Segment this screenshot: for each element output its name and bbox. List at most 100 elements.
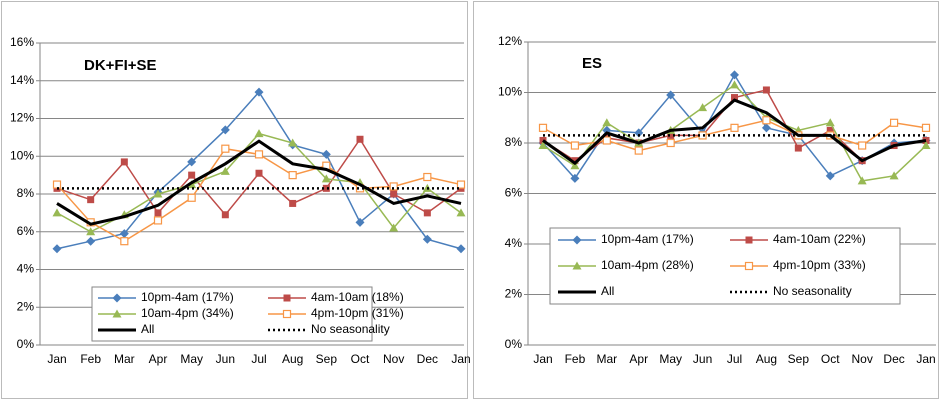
legend-label: 10am-4pm (28%) [601,258,694,272]
marker [52,208,62,217]
marker [356,135,364,143]
marker [572,261,582,270]
chart-title: ES [582,55,602,72]
marker [288,138,298,147]
x-tick-label: Mar [596,352,617,366]
marker [921,141,931,150]
marker [744,261,754,271]
marker [283,294,291,302]
marker [826,126,834,134]
marker [389,223,399,232]
legend-label: 4pm-10pm (31%) [311,306,404,320]
marker [87,196,95,204]
marker [220,166,230,175]
x-tick-label: Jan [916,352,935,366]
x-tick-label: Oct [821,352,840,366]
marker [456,180,466,189]
legend-label: No seasonality [311,322,390,336]
y-tick-label: 6% [505,186,523,200]
x-tick-label: Aug [282,352,303,366]
marker [538,141,548,150]
marker [153,189,163,198]
marker [187,193,196,202]
marker [858,141,867,150]
x-tick-label: Dec [883,352,904,366]
x-tick-label: Feb [565,352,586,366]
marker [634,128,644,138]
legend-box [549,227,901,305]
marker [120,237,129,246]
marker [634,146,643,155]
marker [221,144,230,153]
x-tick-label: Jul [251,352,266,366]
legend-label: 4am-10am (22%) [773,232,866,246]
x-tick-label: Oct [351,352,370,366]
x-tick-label: Nov [851,352,872,366]
y-tick-label: 2% [505,287,523,301]
x-tick-label: Jan [533,352,552,366]
marker [254,87,264,97]
legend-label: 4am-10am (18%) [311,290,404,304]
x-tick-label: Feb [80,352,101,366]
marker [762,86,770,94]
legend-box [91,286,373,342]
marker [731,94,738,102]
marker [857,176,867,185]
y-tick-label: 4% [505,236,523,250]
marker [86,236,96,246]
marker [762,116,771,125]
marker [355,217,365,227]
marker [730,123,739,132]
marker [456,244,466,254]
y-tick-label: 8% [17,186,35,200]
y-tick-label: 10% [10,148,34,162]
marker [288,171,297,180]
y-tick-label: 10% [498,85,522,99]
marker [666,90,676,100]
x-tick-label: May [659,352,682,366]
marker [220,125,230,135]
series-line [56,139,462,226]
x-tick-label: Sep [788,352,810,366]
marker [52,244,62,254]
marker [921,123,931,132]
x-tick-label: Jun [216,352,235,366]
marker [422,234,432,244]
marker [602,118,612,127]
marker [154,209,162,217]
marker [187,157,197,167]
legend-label: 10pm-4am (17%) [141,290,234,304]
x-tick-label: Mar [114,352,135,366]
marker [112,293,122,303]
chart-title: DK+FI+SE [84,57,157,74]
x-tick-label: Apr [629,352,648,366]
marker [667,131,675,139]
marker [423,172,432,182]
marker [794,144,802,152]
marker [745,236,753,244]
marker [571,157,579,165]
marker [255,169,263,177]
marker [730,70,739,80]
legend-label: 10pm-4am (17%) [601,232,694,246]
series-line [542,98,927,166]
panel-frame [1,1,468,399]
marker [322,184,330,192]
x-tick-label: Apr [149,352,168,366]
y-tick-label: 4% [17,262,35,276]
marker [254,150,264,159]
marker [389,182,398,191]
x-tick-label: Aug [756,352,777,366]
marker [889,118,899,127]
marker [282,309,292,319]
marker [761,123,771,133]
x-tick-label: Dec [417,352,438,366]
marker [570,161,580,170]
marker [52,180,62,189]
marker [666,138,675,148]
y-tick-label: 14% [10,73,34,87]
legend-label: No seasonality [773,284,852,298]
legend-label: All [141,322,154,336]
x-tick-label: Jun [693,352,712,366]
